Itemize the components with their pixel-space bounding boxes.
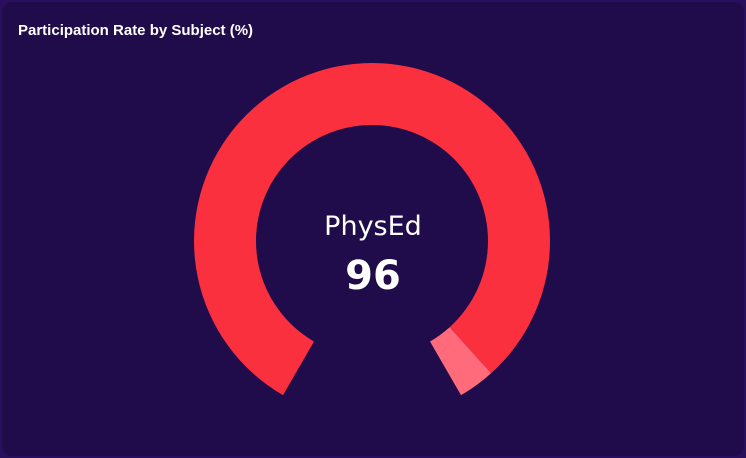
gauge-arcs <box>194 63 551 396</box>
gauge-remainder-arc <box>430 327 492 396</box>
gauge-value-arc <box>194 63 551 396</box>
chart-title: Participation Rate by Subject (%) <box>18 22 254 39</box>
center-value: 96 <box>345 253 401 299</box>
center-label: PhysEd <box>324 211 422 242</box>
